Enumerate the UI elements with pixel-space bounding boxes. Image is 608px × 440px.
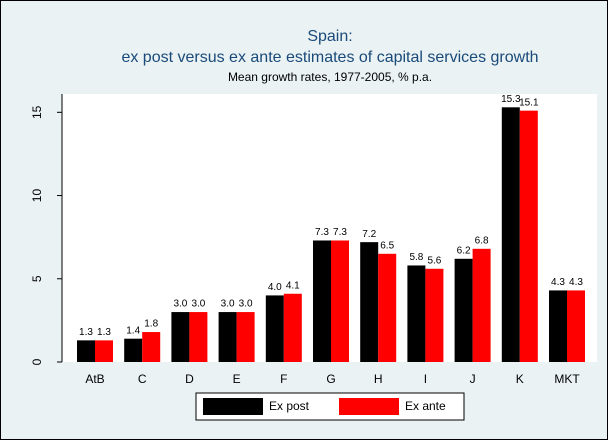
data-label: 4.3 <box>551 277 565 288</box>
data-label: 4.3 <box>569 277 583 288</box>
chart-note: Mean growth rates, 1977-2005, % p.a. <box>228 70 432 84</box>
data-label: 4.1 <box>286 280 300 291</box>
chart-subtitle: ex post versus ex ante estimates of capi… <box>121 49 538 66</box>
data-label: 7.3 <box>315 227 329 238</box>
bar <box>472 248 491 362</box>
bar <box>283 293 302 362</box>
data-label: 6.5 <box>380 240 394 251</box>
legend-swatch <box>203 398 263 415</box>
legend-swatch <box>339 398 399 415</box>
bar <box>331 240 349 362</box>
y-tick-label: 15 <box>30 105 44 119</box>
x-tick-label: J <box>470 372 476 386</box>
x-tick-label: MKT <box>554 372 580 386</box>
y-tick-label: 0 <box>30 358 44 365</box>
data-label: 7.2 <box>362 229 376 240</box>
data-label: 1.3 <box>79 327 93 338</box>
data-label: 3.0 <box>173 299 187 310</box>
bar <box>77 340 95 362</box>
data-label: 1.3 <box>97 327 111 338</box>
data-label: 4.0 <box>268 282 282 293</box>
y-tick-label: 10 <box>30 189 44 203</box>
bar <box>360 242 379 362</box>
data-label: 3.0 <box>191 299 205 310</box>
bar <box>567 290 585 362</box>
x-tick-label: E <box>233 372 241 386</box>
bar <box>218 312 237 362</box>
chart-title: Spain: <box>307 28 352 45</box>
x-tick-label: AtB <box>85 372 104 386</box>
bar <box>313 240 331 362</box>
x-tick-label: F <box>280 372 287 386</box>
data-label: 7.3 <box>333 227 347 238</box>
bar <box>454 258 473 362</box>
x-tick-label: G <box>326 372 335 386</box>
x-tick-label: I <box>424 372 427 386</box>
bar <box>236 312 255 362</box>
bar <box>378 253 397 362</box>
data-label: 15.3 <box>501 94 521 105</box>
x-tick-label: K <box>516 372 524 386</box>
y-tick-label: 5 <box>30 275 44 282</box>
bar <box>519 110 538 362</box>
x-tick-label: C <box>138 372 147 386</box>
data-label: 6.8 <box>475 235 489 246</box>
data-label: 5.6 <box>427 255 441 266</box>
bar <box>124 338 143 362</box>
data-label: 3.0 <box>239 299 253 310</box>
bar <box>142 332 161 362</box>
data-label: 1.8 <box>144 319 158 330</box>
bar <box>407 265 426 362</box>
bar <box>501 107 520 362</box>
x-tick-label: H <box>374 372 383 386</box>
bar <box>425 268 444 362</box>
bar <box>171 312 190 362</box>
legend-label: Ex post <box>269 399 310 413</box>
data-label: 15.1 <box>519 97 539 108</box>
data-label: 5.8 <box>409 252 423 263</box>
bar <box>95 340 113 362</box>
bar <box>265 295 284 362</box>
data-label: 3.0 <box>221 299 235 310</box>
bar <box>549 290 567 362</box>
legend-label: Ex ante <box>405 399 446 413</box>
data-label: 1.4 <box>126 325 140 336</box>
x-tick-label: D <box>185 372 194 386</box>
data-label: 6.2 <box>457 245 471 256</box>
bar <box>189 312 208 362</box>
